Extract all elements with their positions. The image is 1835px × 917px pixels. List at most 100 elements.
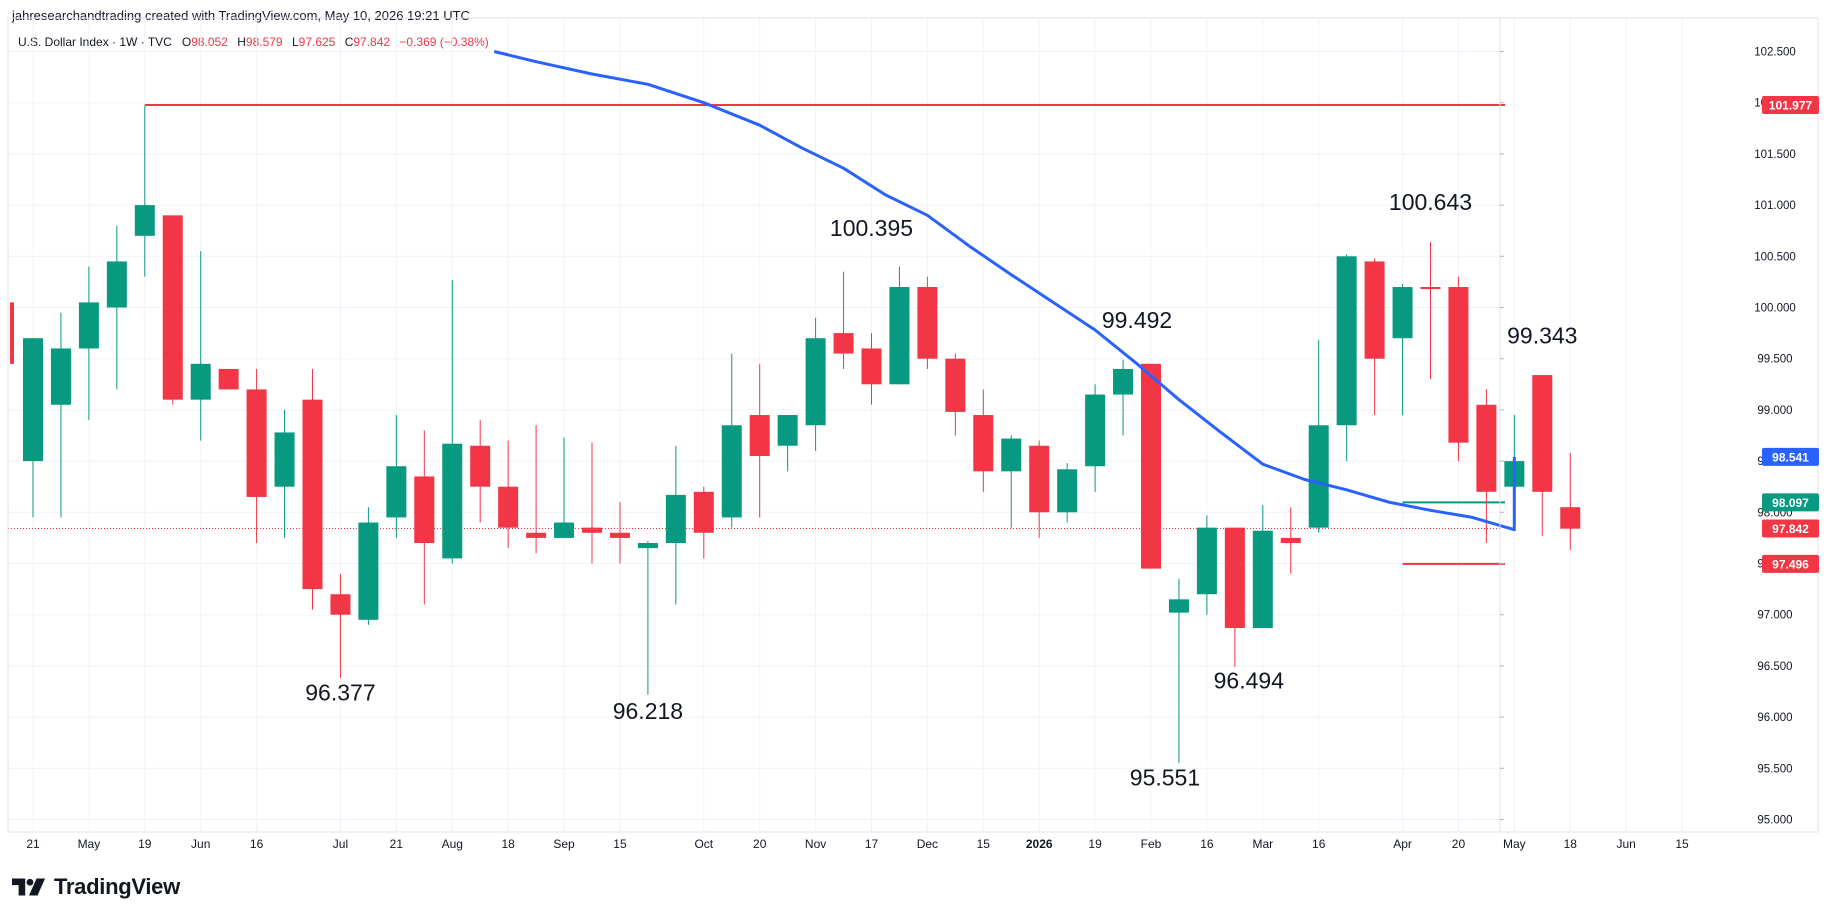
low-value: 97.625 <box>298 35 336 49</box>
candle-body <box>721 425 742 518</box>
candle-body <box>1252 530 1273 629</box>
candle <box>889 266 910 385</box>
x-tick-label: Mar <box>1252 837 1273 851</box>
candle <box>805 317 826 451</box>
candle <box>1141 363 1161 569</box>
candle-body <box>861 348 882 385</box>
price-annotation: 100.643 <box>1389 189 1472 215</box>
candle-body <box>1392 287 1413 339</box>
candle-body <box>637 543 658 549</box>
candle-body <box>78 302 99 349</box>
tradingview-brand[interactable]: TradingView <box>12 874 180 900</box>
candle-body <box>106 261 127 308</box>
candle <box>1085 384 1106 492</box>
horizontal-lines <box>8 104 1505 565</box>
grid <box>8 18 1683 832</box>
candle-body <box>889 287 910 385</box>
candle <box>1196 515 1217 615</box>
chart-frame <box>7 17 1819 833</box>
change-value: −0.369 (−0.38%) <box>399 35 489 49</box>
candle <box>693 486 714 559</box>
candle <box>1280 507 1301 574</box>
candle <box>414 430 435 605</box>
x-tick-label: 18 <box>1564 837 1578 851</box>
candle-partial <box>10 302 14 364</box>
candle-body <box>302 399 323 590</box>
high-label: H <box>237 35 246 49</box>
x-tick-label: 20 <box>1452 837 1466 851</box>
y-tick-label: 101.500 <box>1754 149 1796 161</box>
x-tick-label: Feb <box>1141 837 1162 851</box>
price-annotation: 95.551 <box>1130 765 1200 791</box>
candle-body <box>162 215 183 400</box>
y-tick-label: 102.500 <box>1754 47 1796 59</box>
candle-body <box>1308 425 1329 528</box>
candle <box>1364 258 1385 416</box>
candle-body <box>50 348 71 405</box>
candle-body <box>973 415 994 472</box>
level-price-label: 101.977 <box>1769 99 1813 113</box>
candle-body <box>693 491 714 533</box>
candle <box>721 353 742 528</box>
x-tick-label: Sep <box>553 837 575 851</box>
y-tick-label: 95.500 <box>1757 763 1792 775</box>
candle <box>106 225 127 390</box>
x-tick-label: 19 <box>1088 837 1102 851</box>
price-annotation: 99.343 <box>1507 322 1577 348</box>
moving-average <box>493 50 1516 532</box>
y-tick-label: 99.000 <box>1757 405 1792 417</box>
ma-price-label-bg <box>1762 447 1819 466</box>
candle <box>134 105 155 277</box>
candle-body <box>1141 363 1161 569</box>
price-annotations: 96.377 96.218 100.395 99.492 95.551 96.494 100… <box>305 189 1577 790</box>
level-price-label: 98.097 <box>1772 496 1809 510</box>
x-tick-label: 16 <box>1312 837 1326 851</box>
candle-body <box>554 522 575 538</box>
candle-body <box>917 287 938 359</box>
candle <box>190 251 211 441</box>
level-price-label-bg <box>1762 96 1819 115</box>
candle <box>973 389 994 492</box>
price-annotation: 100.395 <box>830 215 913 241</box>
y-tick-label: 96.000 <box>1757 712 1792 724</box>
candle-body <box>526 532 547 538</box>
x-tick-label: Jul <box>333 837 348 851</box>
x-tick-label: 15 <box>1675 837 1689 851</box>
price-annotation: 96.377 <box>305 680 375 706</box>
candle <box>386 415 407 538</box>
candle-body <box>1085 394 1106 467</box>
brand-name: TradingView <box>54 874 180 899</box>
candle <box>582 442 602 564</box>
x-tick-label: 18 <box>501 837 515 851</box>
candle-body <box>1560 507 1581 529</box>
level-price-label: 97.496 <box>1772 557 1809 571</box>
y-tick-label: 95.000 <box>1757 815 1792 827</box>
x-tick-label: May <box>1503 837 1526 851</box>
candle <box>833 271 854 369</box>
candle-body <box>274 432 295 487</box>
candle <box>1420 241 1441 380</box>
x-tick-label: 17 <box>865 837 879 851</box>
candle <box>274 409 295 538</box>
candle-body <box>414 476 435 544</box>
symbol-name[interactable]: U.S. Dollar Index · 1W · TVC <box>18 35 172 49</box>
candle-body <box>582 527 602 533</box>
candle <box>358 507 379 625</box>
chart-attribution: jahresearchandtrading created with Tradi… <box>12 8 470 23</box>
candle <box>777 415 798 472</box>
x-tick-label: Dec <box>917 837 938 851</box>
candle <box>861 333 882 405</box>
candle-body <box>218 368 239 390</box>
candle-body <box>23 338 43 462</box>
x-tick-label: Jun <box>1616 837 1635 851</box>
candle <box>23 338 43 518</box>
candle-body <box>1420 287 1441 290</box>
candle <box>1308 340 1329 533</box>
candle <box>917 276 938 369</box>
symbol-legend: U.S. Dollar Index · 1W · TVC O98.052 H98… <box>18 35 489 49</box>
candle-body <box>358 522 379 620</box>
candle-body <box>1029 445 1050 513</box>
candle-body <box>609 532 630 538</box>
candle <box>470 420 491 523</box>
